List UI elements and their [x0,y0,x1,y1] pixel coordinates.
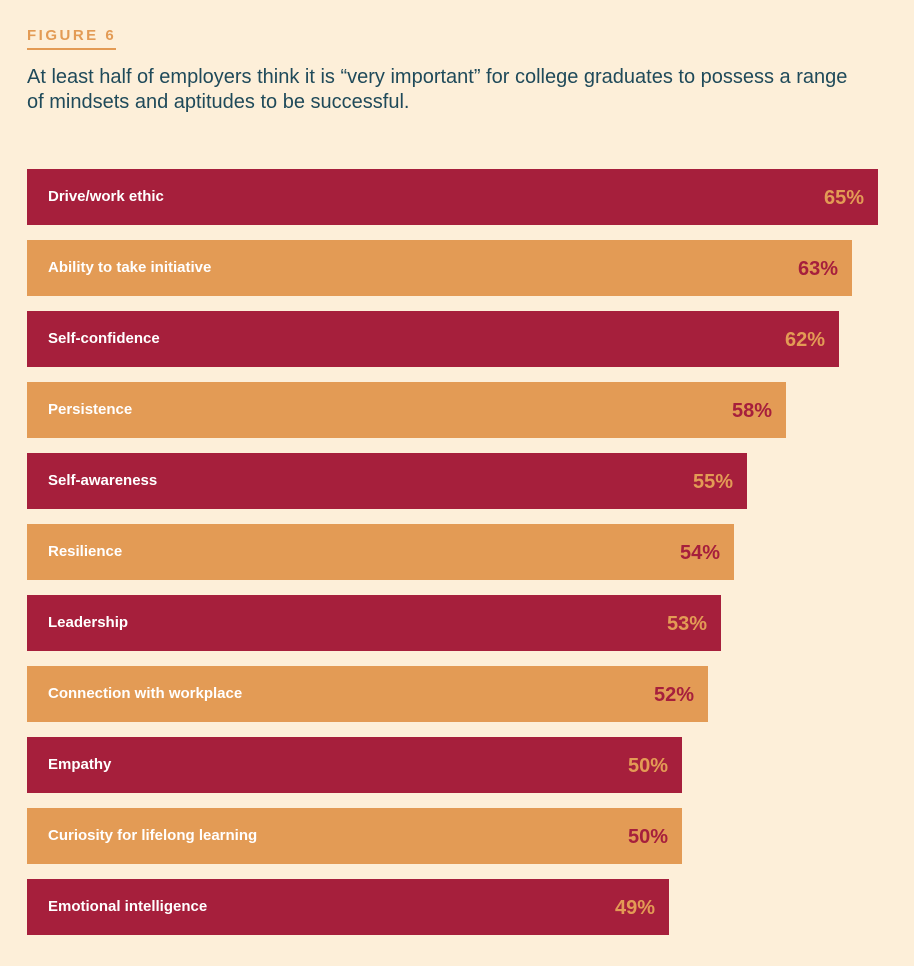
bar-value-label: 52% [653,684,694,706]
bar-label: Empathy [48,756,112,773]
bar-value-label: 54% [679,542,720,564]
bar: Emotional intelligence 49% [27,879,669,935]
bar-label: Curiosity for lifelong learning [48,827,258,844]
bar: Connection with workplace 52% [27,666,708,722]
bar: Self-awareness 55% [27,453,747,509]
bar-label: Connection with workplace [48,685,243,702]
bar: Self-confidence 62% [27,311,839,367]
chart-title: At least half of employers think it is “… [27,66,848,113]
bar-value-label: 65% [823,187,864,209]
bar-label: Ability to take initiative [48,259,212,276]
bar: Drive/work ethic 65% [27,169,878,225]
bar-label: Persistence [48,401,133,418]
bar-value-label: 50% [627,755,668,777]
bar-label: Resilience [48,543,123,560]
bar-label: Self-awareness [48,472,158,489]
bar-value-label: 53% [666,613,707,635]
bar-label: Self-confidence [48,330,160,347]
bar-label: Leadership [48,614,129,631]
bar-value-label: 63% [797,258,838,280]
figure-label: FIGURE 6 [27,27,117,50]
bar-value-label: 55% [692,471,733,493]
bar-label: Emotional intelligence [48,898,208,915]
bar: Curiosity for lifelong learning 50% [27,808,682,864]
bar-value-label: 50% [627,826,668,848]
bar: Persistence 58% [27,382,786,438]
bar: Empathy 50% [27,737,682,793]
bar-chart: Drive/work ethic 65% Ability to take initi… [27,169,887,949]
bar: Resilience 54% [27,524,734,580]
bar: Leadership 53% [27,595,721,651]
bar-value-label: 62% [784,329,825,351]
bar: Ability to take initiative 63% [27,240,852,296]
bar-label: Drive/work ethic [48,188,164,205]
bar-value-label: 58% [731,400,772,422]
bar-value-label: 49% [614,897,655,919]
